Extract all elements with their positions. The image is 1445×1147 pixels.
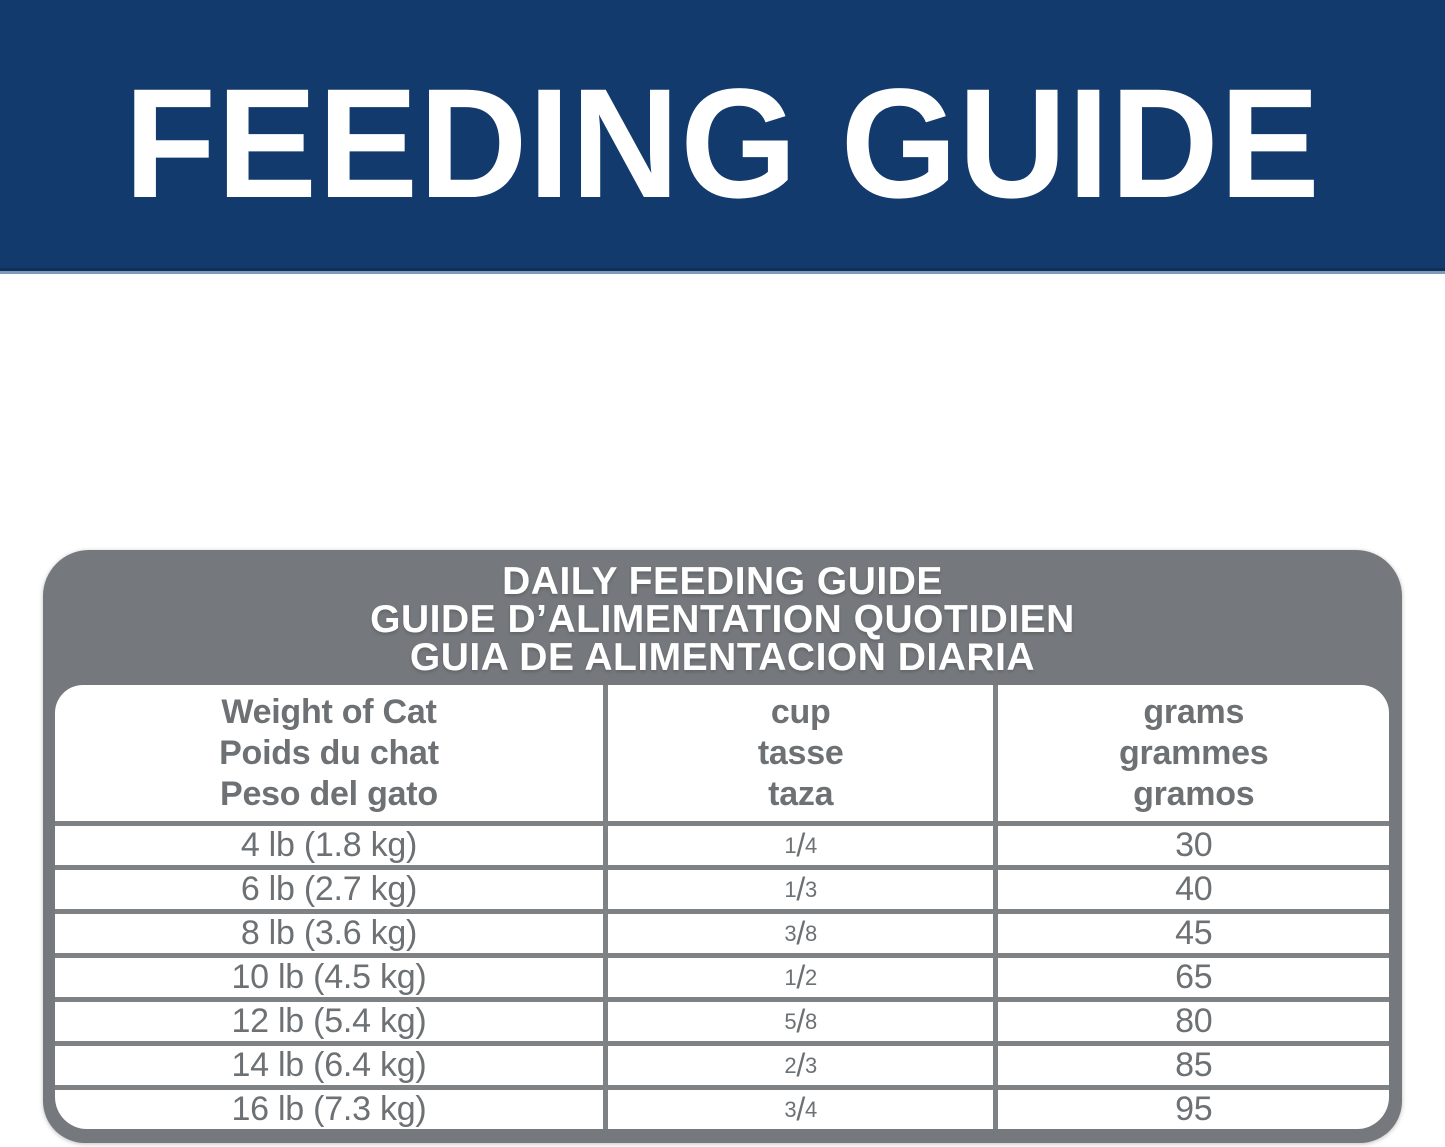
grams-cell: 40 <box>998 870 1389 909</box>
column-header-cup: cup tasse taza <box>607 685 994 821</box>
cup-cell: 2/3 <box>607 1046 994 1085</box>
weight-cell: 12 lb (5.4 kg) <box>55 1002 603 1041</box>
column-header-cup-fr: tasse <box>757 733 844 772</box>
fraction-denominator: 8 <box>805 920 818 946</box>
fraction-denominator: 3 <box>805 1052 818 1078</box>
fraction-slash: / <box>796 871 806 907</box>
weight-cell: 16 lb (7.3 kg) <box>55 1090 603 1129</box>
grams-cell: 30 <box>998 826 1389 865</box>
column-header-grams-en: grams <box>1143 692 1245 731</box>
cup-cell: 1/3 <box>607 870 994 909</box>
weight-cell: 4 lb (1.8 kg) <box>55 826 603 865</box>
grams-cell: 85 <box>998 1046 1389 1085</box>
fraction-denominator: 2 <box>805 964 818 990</box>
cup-cell: 3/4 <box>607 1090 994 1129</box>
fraction-numerator: 3 <box>784 920 797 946</box>
daily-feeding-guide-table: DAILY FEEDING GUIDE GUIDE D’ALIMENTATION… <box>43 550 1402 1143</box>
fraction-slash: / <box>796 827 806 863</box>
fraction-denominator: 4 <box>805 832 818 858</box>
fraction-slash: / <box>796 959 806 995</box>
column-header-weight-es: Peso del gato <box>220 774 438 813</box>
cup-cell: 3/8 <box>607 914 994 953</box>
cup-cell: 1/2 <box>607 958 994 997</box>
fraction-slash: / <box>796 1091 806 1127</box>
column-header-grams: grams grammes gramos <box>998 685 1389 821</box>
fraction-denominator: 4 <box>805 1096 818 1122</box>
fraction-slash: / <box>796 1047 806 1083</box>
fraction-numerator: 2 <box>784 1052 797 1078</box>
column-header-cup-es: taza <box>768 774 834 813</box>
table-title-es: GUIA DE ALIMENTACION DIARIA <box>409 635 1036 679</box>
table-title-en: DAILY FEEDING GUIDE <box>502 559 943 603</box>
fraction-numerator: 1 <box>784 964 797 990</box>
column-header-grams-fr: grammes <box>1119 733 1269 772</box>
fraction-numerator: 3 <box>784 1096 797 1122</box>
column-header-weight-fr: Poids du chat <box>219 733 439 772</box>
weight-cell: 8 lb (3.6 kg) <box>55 914 603 953</box>
column-header-cup-en: cup <box>770 692 831 731</box>
grams-cell: 95 <box>998 1090 1389 1129</box>
grams-cell: 45 <box>998 914 1389 953</box>
column-header-weight-en: Weight of Cat <box>221 692 437 731</box>
table-grid: Weight of Cat Poids du chat Peso del gat… <box>55 685 1389 1129</box>
page-title: FEEDING GUIDE <box>124 55 1321 230</box>
weight-cell: 14 lb (6.4 kg) <box>55 1046 603 1085</box>
grams-cell: 80 <box>998 1002 1389 1041</box>
weight-cell: 6 lb (2.7 kg) <box>55 870 603 909</box>
weight-cell: 10 lb (4.5 kg) <box>55 958 603 997</box>
top-banner: FEEDING GUIDE <box>0 0 1445 271</box>
fraction-numerator: 5 <box>784 1008 797 1034</box>
fraction-numerator: 1 <box>784 876 797 902</box>
grams-cell: 65 <box>998 958 1389 997</box>
fraction-denominator: 3 <box>805 876 818 902</box>
column-header-weight: Weight of Cat Poids du chat Peso del gat… <box>55 685 603 821</box>
cup-cell: 1/4 <box>607 826 994 865</box>
table-title: DAILY FEEDING GUIDE GUIDE D’ALIMENTATION… <box>43 550 1402 685</box>
fraction-slash: / <box>796 915 806 951</box>
cup-cell: 5/8 <box>607 1002 994 1041</box>
column-header-grams-es: gramos <box>1133 774 1255 813</box>
fraction-numerator: 1 <box>784 832 797 858</box>
fraction-slash: / <box>796 1003 806 1039</box>
fraction-denominator: 8 <box>805 1008 818 1034</box>
table-title-fr: GUIDE D’ALIMENTATION QUOTIDIEN <box>370 597 1075 641</box>
